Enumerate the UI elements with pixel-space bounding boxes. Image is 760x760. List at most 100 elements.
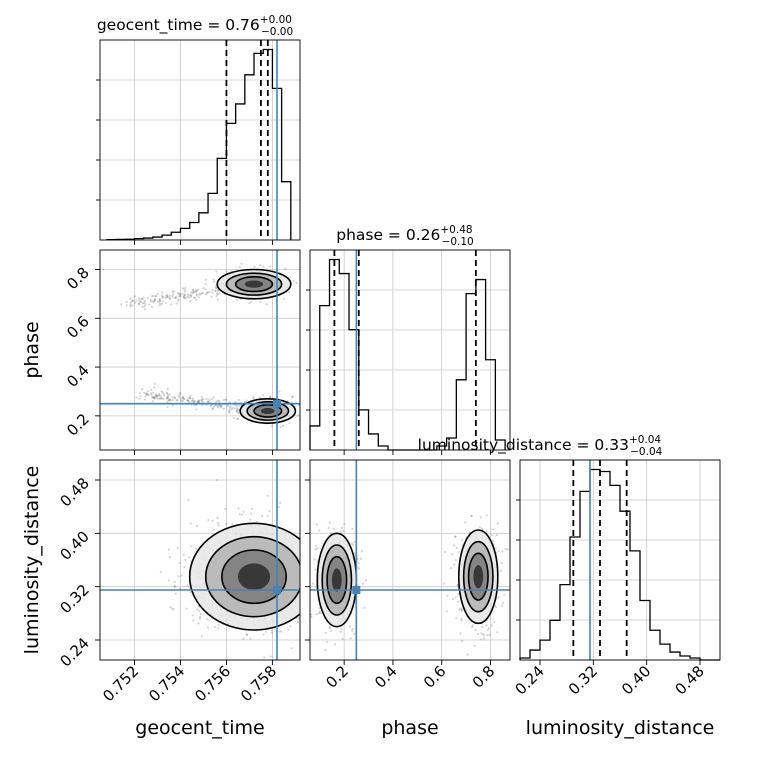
contour-line (239, 397, 297, 424)
sample-point (314, 568, 317, 571)
sample-point (213, 625, 216, 629)
sample-point (152, 391, 155, 394)
sample-point (473, 644, 476, 647)
sample-point (150, 305, 154, 308)
sample-point (216, 399, 219, 402)
sample-point (453, 535, 457, 538)
sample-point (178, 395, 181, 399)
panel-frame (99, 249, 301, 451)
sample-point (159, 397, 162, 400)
sample-point (225, 398, 228, 401)
sample-point (138, 297, 141, 300)
sample-point (160, 294, 164, 297)
sample-point (181, 397, 184, 400)
sample-point (173, 397, 177, 400)
sample-point (166, 405, 169, 408)
sample-point (460, 640, 464, 643)
sample-point (159, 570, 162, 573)
y-axis-label-phase: phase (21, 321, 43, 378)
sample-point (153, 386, 156, 389)
sample-point (364, 578, 367, 582)
sample-point (152, 396, 155, 399)
sample-point (214, 289, 217, 292)
sample-point (192, 619, 195, 622)
sample-point (192, 288, 195, 291)
sample-point (218, 400, 221, 404)
sample-point (129, 305, 132, 308)
sample-point (167, 398, 171, 402)
sample-point (166, 397, 169, 400)
sample-point (171, 399, 174, 402)
sample-point (289, 625, 292, 628)
sample-point (483, 634, 486, 637)
contour-line (321, 544, 353, 616)
sample-point (268, 509, 271, 513)
sample-point (177, 394, 180, 397)
sample-point (222, 399, 225, 402)
sample-point (261, 393, 265, 397)
sample-point (202, 398, 205, 401)
sample-point (460, 609, 464, 612)
sample-point (235, 404, 238, 407)
sample-point (191, 397, 194, 400)
sample-point (172, 293, 175, 296)
sample-point (487, 627, 491, 630)
sample-point (188, 396, 192, 400)
sample-point (231, 406, 234, 409)
sample-point (287, 628, 290, 631)
sample-point (494, 606, 498, 609)
sample-point (476, 632, 480, 636)
sample-point (318, 611, 321, 615)
sample-point (238, 265, 241, 269)
sample-point (188, 296, 191, 299)
sample-point (135, 396, 138, 399)
sample-point (173, 584, 176, 587)
sample-point (266, 514, 269, 518)
sample-point (470, 514, 473, 518)
sample-point (236, 298, 239, 301)
sample-point (236, 408, 239, 411)
sample-point (155, 395, 158, 398)
contour-line (326, 555, 348, 605)
sample-point (199, 617, 202, 620)
sample-point (330, 629, 333, 632)
sample-point (204, 293, 208, 296)
sample-point (316, 547, 319, 550)
sample-point (148, 303, 151, 306)
sample-point (503, 593, 506, 596)
contour-line (204, 535, 300, 618)
sample-point (142, 297, 145, 300)
sample-point (143, 398, 147, 401)
sample-point (242, 637, 245, 640)
sample-point (351, 527, 354, 531)
histogram-step (106, 48, 292, 241)
sample-point (218, 404, 221, 407)
sample-point (138, 397, 141, 400)
contour-line (246, 401, 290, 421)
sample-point (235, 407, 238, 410)
sample-point (146, 393, 149, 396)
sample-point (222, 407, 225, 410)
sample-point (215, 478, 218, 482)
sample-point (174, 592, 177, 595)
sample-point (149, 300, 152, 303)
sample-point (251, 507, 254, 511)
sample-point (315, 612, 318, 616)
sample-point (135, 299, 138, 302)
sample-point (195, 289, 198, 292)
sample-point (208, 291, 211, 294)
sample-point (140, 300, 143, 303)
sample-point (215, 286, 218, 289)
sample-point (281, 424, 285, 427)
sample-point (455, 617, 458, 620)
sample-point (340, 526, 344, 529)
sample-point (208, 398, 211, 401)
sample-point (212, 278, 215, 281)
sample-point (470, 625, 474, 629)
sample-point (269, 655, 272, 658)
sample-point (443, 550, 446, 554)
sample-point (460, 538, 464, 542)
panel-frame (99, 39, 301, 241)
sample-point (182, 553, 185, 556)
